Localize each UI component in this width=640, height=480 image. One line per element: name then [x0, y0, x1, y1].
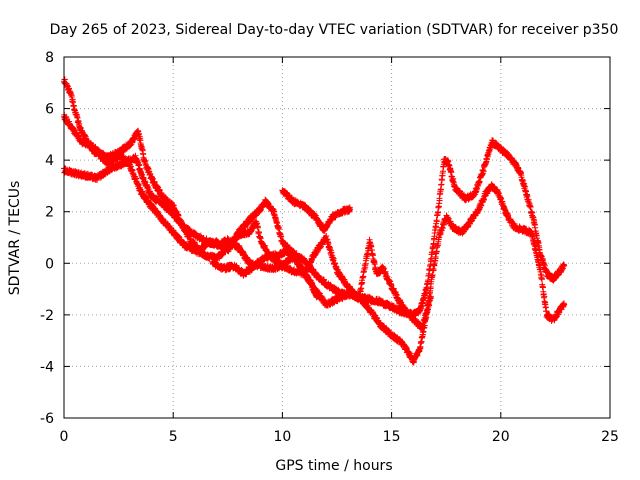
data-point: [433, 218, 440, 225]
data-point: [438, 181, 445, 188]
marks-layer: [61, 76, 568, 366]
data-point: [527, 204, 534, 210]
data-point: [436, 197, 443, 204]
